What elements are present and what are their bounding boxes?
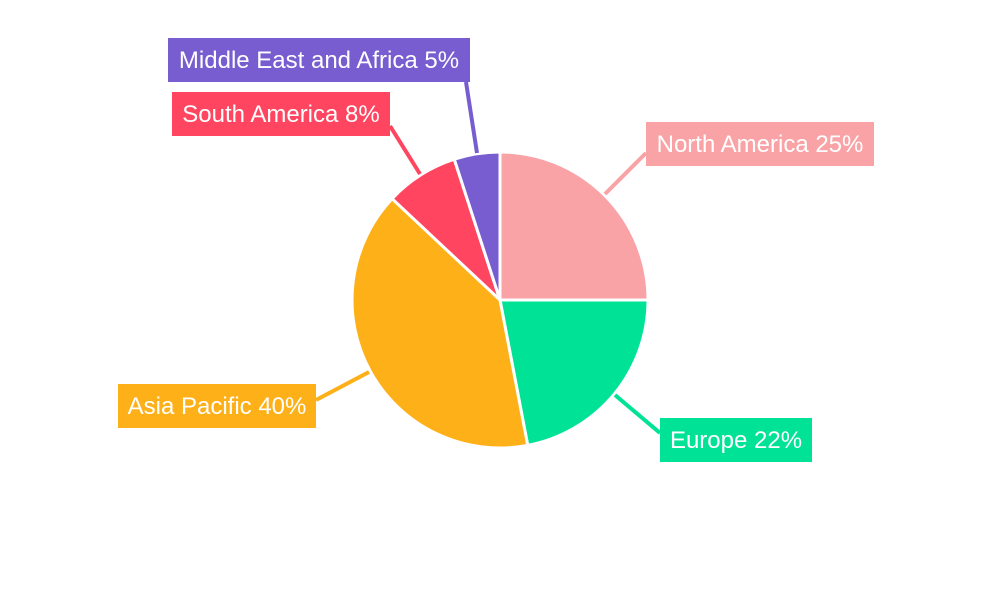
- data-label: Europe 22%: [670, 427, 802, 454]
- label-leader-line: [315, 370, 370, 402]
- pie-slice-asia-pacific[interactable]: [350, 197, 530, 450]
- data-label: Middle East and Africa 5%: [179, 47, 459, 74]
- pie-slice-north-america[interactable]: [498, 150, 650, 302]
- label-leader-line: [464, 81, 479, 154]
- data-label: North America 25%: [657, 131, 864, 158]
- pie-labels: North America 25% Europe 22% Asia Pacific …: [118, 38, 874, 462]
- data-label: South America 8%: [182, 101, 379, 128]
- pie-slice-europe[interactable]: [498, 298, 650, 447]
- label-leader-line: [603, 151, 648, 196]
- data-label-box: [660, 418, 812, 462]
- data-label-box: [172, 92, 390, 136]
- label-leader-line: [388, 124, 422, 176]
- pie-slice-middle-east-and-africa[interactable]: [452, 150, 502, 302]
- label-leader-line: [613, 393, 662, 435]
- data-label: Asia Pacific 40%: [128, 393, 307, 420]
- data-label-box: [118, 384, 316, 428]
- data-label-box: [168, 38, 470, 82]
- pie-slices: [350, 150, 650, 450]
- data-label-box: [646, 122, 874, 166]
